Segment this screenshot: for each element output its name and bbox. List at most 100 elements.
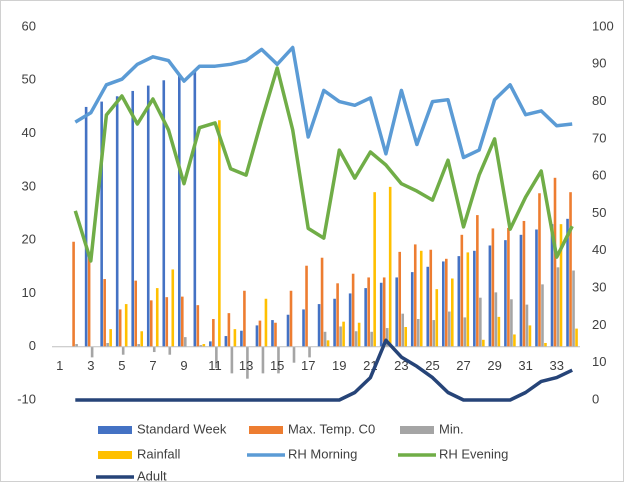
bar (404, 326, 408, 347)
bar (118, 309, 122, 347)
bar (178, 74, 181, 347)
bar (379, 282, 383, 347)
bar (168, 346, 172, 355)
bar (255, 325, 259, 347)
bar (482, 339, 485, 347)
bar (413, 244, 417, 347)
bar (466, 252, 470, 347)
bar (435, 289, 439, 347)
bar (416, 319, 420, 347)
legend-label: Min. (439, 421, 464, 436)
line-series (75, 338, 573, 402)
bar (448, 311, 451, 347)
bar (292, 346, 296, 363)
bar (457, 256, 461, 347)
line-series (73, 66, 574, 263)
y2-tick-label: 70 (592, 130, 606, 145)
bar (432, 320, 436, 347)
bar (569, 192, 572, 347)
bar (357, 322, 361, 347)
bar (100, 101, 103, 347)
y-tick-label: 0 (29, 338, 36, 353)
bar (230, 346, 234, 374)
bar (429, 249, 433, 347)
bar (388, 186, 392, 347)
x-tick-label: 19 (332, 358, 346, 373)
bar (382, 277, 386, 347)
y2-tick-label: 90 (592, 56, 606, 71)
y2-tick-label: 40 (592, 242, 606, 257)
y2-tick-label: 60 (592, 168, 606, 183)
bar (525, 304, 529, 347)
bar (535, 229, 538, 347)
bar (302, 309, 305, 347)
bar (575, 328, 578, 347)
bar (497, 316, 501, 347)
bar (215, 346, 218, 369)
bar (165, 297, 169, 347)
y2-tick-label: 20 (592, 317, 606, 332)
bar (212, 319, 215, 347)
legend-label: Standard Week (137, 421, 227, 436)
bar (342, 321, 345, 347)
bar (522, 220, 526, 347)
y2-tick-label: 30 (592, 280, 606, 295)
bar (72, 241, 75, 347)
bar (476, 215, 479, 347)
bar (264, 298, 268, 347)
bar (544, 342, 547, 347)
bar (566, 218, 569, 347)
bar (401, 313, 405, 347)
bar (333, 298, 336, 347)
bar (308, 346, 311, 358)
bar (87, 257, 91, 347)
x-tick-label: 33 (549, 358, 563, 373)
bar (320, 257, 324, 347)
bar (442, 261, 445, 347)
legend-label: Max. Temp. C0 (288, 421, 375, 436)
bar (171, 269, 175, 347)
y-tick-label: 40 (22, 125, 36, 140)
y-tick-label: 10 (22, 285, 36, 300)
bar (224, 336, 228, 347)
bar (289, 290, 293, 347)
bar (395, 277, 399, 347)
bar (243, 290, 246, 347)
bar (541, 284, 544, 347)
y-tick-label: 30 (22, 178, 36, 193)
bar (419, 250, 423, 347)
x-tick-label: 29 (487, 358, 501, 373)
bar (162, 80, 166, 347)
bar (152, 346, 156, 353)
x-tick-label: 23 (394, 358, 408, 373)
y-tick-label: -10 (17, 391, 36, 406)
x-tick-label: 9 (180, 358, 187, 373)
bar (121, 346, 125, 355)
bar (137, 344, 141, 347)
bar (155, 288, 159, 347)
bar (373, 192, 376, 347)
bar (193, 69, 197, 347)
legend-label: RH Evening (439, 446, 508, 461)
line-series (74, 45, 573, 160)
bar (538, 193, 541, 347)
bar (90, 346, 94, 358)
x-tick-label: 13 (239, 358, 253, 373)
bar (209, 341, 212, 347)
x-tick-label: 15 (270, 358, 284, 373)
bar (460, 234, 464, 347)
bar (134, 280, 138, 347)
bar (451, 278, 454, 347)
legend-label: Rainfall (137, 446, 180, 461)
y-tick-label: 60 (22, 18, 36, 33)
bar (240, 330, 243, 347)
bar (106, 342, 109, 347)
bar (184, 337, 187, 347)
x-tick-label: 7 (149, 358, 156, 373)
bar (246, 346, 249, 379)
bar (488, 245, 492, 347)
bar (367, 277, 370, 347)
x-tick-label: 3 (87, 358, 94, 373)
legend-swatch (98, 426, 132, 434)
